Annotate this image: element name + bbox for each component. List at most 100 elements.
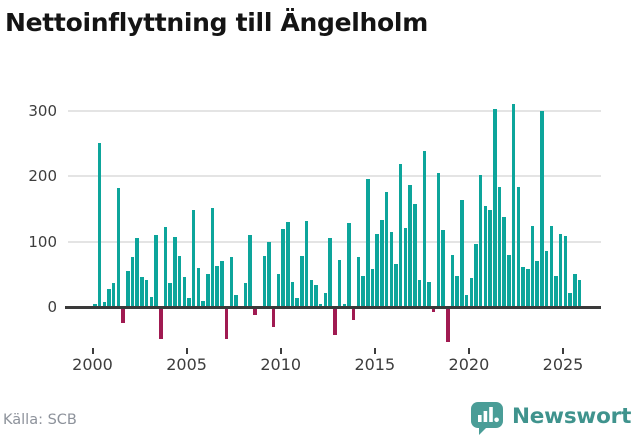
bar xyxy=(267,241,271,307)
bar xyxy=(328,237,332,307)
bar xyxy=(563,236,568,307)
bar xyxy=(229,257,234,307)
bar xyxy=(140,276,144,307)
bar xyxy=(342,304,347,307)
gridline xyxy=(68,175,601,177)
bar xyxy=(281,229,285,307)
bar xyxy=(173,236,177,307)
bar xyxy=(394,263,398,307)
x-axis-label: 2020 xyxy=(448,355,490,374)
bar xyxy=(102,302,107,307)
x-axis-zero-line xyxy=(65,306,601,309)
x-axis-tick xyxy=(279,348,282,354)
bar xyxy=(521,267,525,307)
bar xyxy=(464,294,469,307)
bar xyxy=(493,109,497,307)
source-attribution: Källa: SCB xyxy=(3,412,77,428)
bar xyxy=(469,277,474,307)
bar xyxy=(488,210,492,307)
bar xyxy=(366,178,370,307)
bar xyxy=(554,275,558,307)
bar xyxy=(206,274,210,308)
bar xyxy=(441,230,445,307)
bar xyxy=(159,309,163,339)
bar xyxy=(577,279,582,307)
bar xyxy=(403,227,408,307)
bar xyxy=(290,281,295,307)
bar xyxy=(154,234,158,307)
newsworthy-logo[interactable]: Newsworthy xyxy=(470,400,631,436)
x-axis-label: 2025 xyxy=(542,355,584,374)
gridline xyxy=(68,109,601,112)
bar xyxy=(97,143,102,308)
bar xyxy=(361,275,365,307)
bar xyxy=(568,292,572,307)
bar xyxy=(149,297,154,307)
bar xyxy=(191,210,196,307)
x-axis-tick xyxy=(185,348,188,354)
bar xyxy=(234,294,238,307)
bar xyxy=(540,111,544,307)
bar xyxy=(111,283,116,307)
bar xyxy=(286,221,290,307)
bar xyxy=(135,237,139,307)
bar xyxy=(163,227,168,307)
bar xyxy=(318,304,323,307)
bar xyxy=(380,219,384,307)
bar xyxy=(384,191,389,307)
bar xyxy=(177,255,182,307)
bar xyxy=(516,187,521,307)
bar xyxy=(450,254,455,307)
bar xyxy=(300,255,304,307)
x-axis-label: 2010 xyxy=(260,355,302,374)
bar xyxy=(356,257,361,307)
bar xyxy=(121,309,125,324)
bar xyxy=(248,234,252,307)
bar xyxy=(370,269,375,307)
newsworthy-logo-text: Newsworthy xyxy=(512,404,631,429)
bar xyxy=(253,309,257,315)
x-axis-tick xyxy=(467,348,470,354)
bar xyxy=(333,309,337,335)
bar xyxy=(422,151,427,307)
bar xyxy=(351,309,356,320)
bar xyxy=(187,297,191,307)
bar xyxy=(375,233,379,307)
bar xyxy=(530,225,535,307)
bar xyxy=(573,273,577,307)
bar xyxy=(511,103,516,307)
bar xyxy=(427,281,431,307)
bar xyxy=(243,282,248,307)
y-axis-label: 0 xyxy=(47,298,57,316)
bar xyxy=(549,225,554,307)
bar xyxy=(224,309,229,339)
x-axis-label: 2005 xyxy=(166,355,207,374)
bar xyxy=(210,208,215,307)
bar xyxy=(544,250,549,307)
bar xyxy=(116,187,121,307)
bar xyxy=(276,274,281,308)
bar xyxy=(201,301,205,307)
x-axis-label: 2000 xyxy=(72,355,113,374)
bar xyxy=(304,221,309,307)
bar xyxy=(126,271,130,307)
bar xyxy=(446,309,450,342)
y-axis-label: 200 xyxy=(28,167,57,185)
bar xyxy=(413,204,417,307)
bar xyxy=(182,276,187,307)
bar xyxy=(398,164,403,307)
bar xyxy=(507,255,511,307)
bar xyxy=(215,265,219,307)
bar xyxy=(337,259,342,307)
bar xyxy=(323,292,328,307)
bar xyxy=(436,172,441,307)
bar xyxy=(535,260,539,307)
bar xyxy=(526,269,530,307)
bar xyxy=(309,279,314,307)
bar xyxy=(497,186,502,307)
x-axis-tick xyxy=(562,348,564,354)
chart-title: Nettoinflyttning till Ängelholm xyxy=(5,8,428,37)
gridline xyxy=(68,240,601,243)
bar xyxy=(220,260,224,307)
y-axis-label: 300 xyxy=(28,101,57,120)
